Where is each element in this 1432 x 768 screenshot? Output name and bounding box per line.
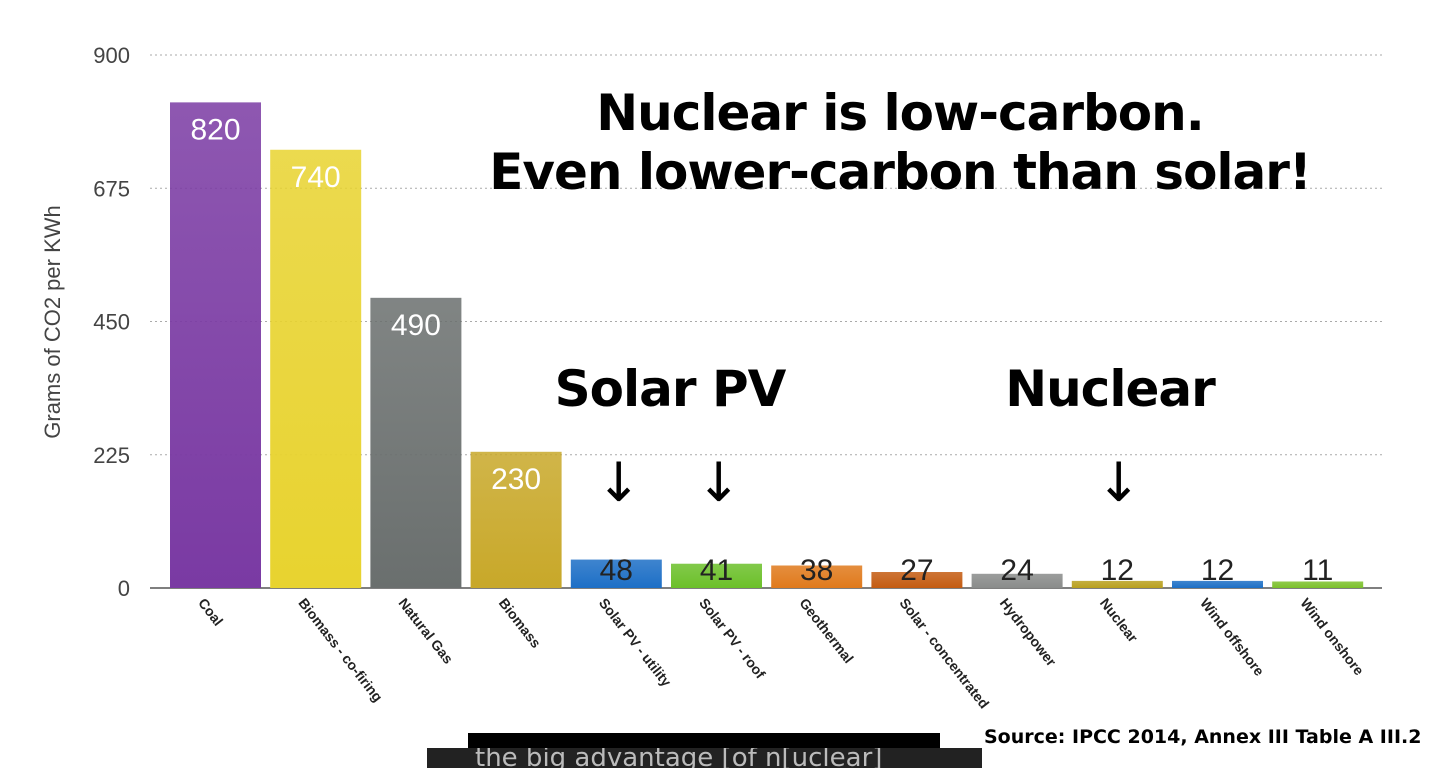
x-tick-label: Wind onshore [1297,595,1367,678]
bar-coal [170,102,261,588]
bar-nuclear [1071,580,1163,588]
data-label: 11 [1302,554,1333,587]
data-label: 38 [800,554,833,587]
data-label: 740 [291,161,341,194]
x-tick-label: Wind offshore [1197,595,1268,679]
data-label: 24 [1000,554,1033,587]
bar-hydropower [971,573,1063,588]
bar-wind-onshore [1272,581,1364,588]
data-label: 820 [190,113,240,146]
annotation-nuclear: Nuclear [1005,360,1216,418]
data-label: 230 [491,463,541,496]
y-tick-label: 0 [118,576,130,601]
chart-title: Nuclear is low-carbon. [596,84,1204,142]
bar-natural-gas [370,297,462,588]
x-tick-label: Hydropower [997,595,1060,670]
source-note: Source: IPCC 2014, Annex III Table A III… [984,726,1422,748]
chart-subtitle: Even lower-carbon than solar! [489,143,1312,201]
down-arrow-icon: ↓ [596,451,642,514]
down-arrow-icon: ↓ [696,451,742,514]
x-tick-label: Biomass [496,595,545,651]
bar-biomass [470,451,562,588]
bar-wind-offshore [1172,580,1263,588]
data-label: 12 [1101,554,1134,587]
y-tick-label: 900 [93,43,130,68]
x-tick-label: Solar - concentrated [897,595,993,712]
y-tick-label: 225 [93,443,130,468]
y-tick-label: 675 [93,176,130,201]
data-label: 48 [600,554,633,587]
x-tick-label: Geothermal [796,595,857,666]
x-tick-label: Solar PV - roof [696,595,769,682]
y-axis-label: Grams of CO2 per KWh [40,205,65,439]
annotation-solar-pv: Solar PV [554,360,787,418]
bar-solar-pv-roof [671,563,762,588]
data-label: 12 [1201,554,1234,587]
video-caption: the big advantage [of n[uclear] [427,748,982,768]
bar-geothermal [771,565,863,588]
y-tick-label: 450 [93,310,130,335]
data-label: 41 [700,554,733,587]
bar-biomass-co-firing [270,149,362,588]
x-tick-label: Biomass - co-firing [295,595,386,705]
data-label: 27 [900,554,933,587]
x-tick-label: Natural Gas [396,595,457,667]
x-tick-label: Coal [195,595,226,629]
down-arrow-icon: ↓ [1096,451,1142,514]
x-tick-label: Solar PV - utility [596,595,675,690]
bar-solar-concentrated [871,572,963,588]
bar-solar-pv-utility [570,559,662,588]
x-tick-label: Nuclear [1097,595,1142,646]
data-label: 490 [391,309,441,342]
